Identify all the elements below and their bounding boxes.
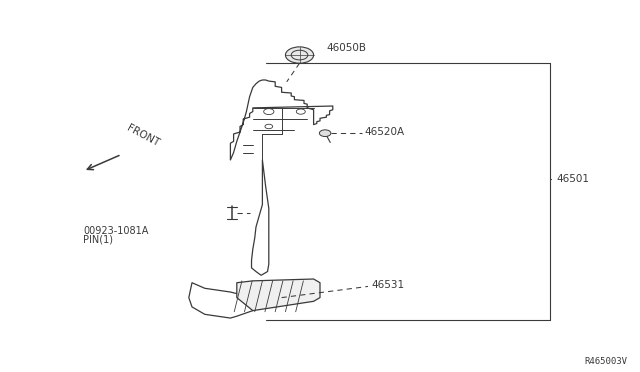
Text: 46050B: 46050B xyxy=(326,44,366,53)
Circle shape xyxy=(285,47,314,63)
Text: 46531: 46531 xyxy=(371,280,404,289)
Polygon shape xyxy=(237,279,320,311)
Text: 46520A: 46520A xyxy=(365,127,405,137)
Text: 46501: 46501 xyxy=(557,174,590,183)
Text: 00923-1081A: 00923-1081A xyxy=(83,226,148,235)
Text: R465003V: R465003V xyxy=(584,357,627,366)
Text: FRONT: FRONT xyxy=(125,124,161,149)
Circle shape xyxy=(319,130,331,137)
Text: PIN(1): PIN(1) xyxy=(83,235,113,245)
